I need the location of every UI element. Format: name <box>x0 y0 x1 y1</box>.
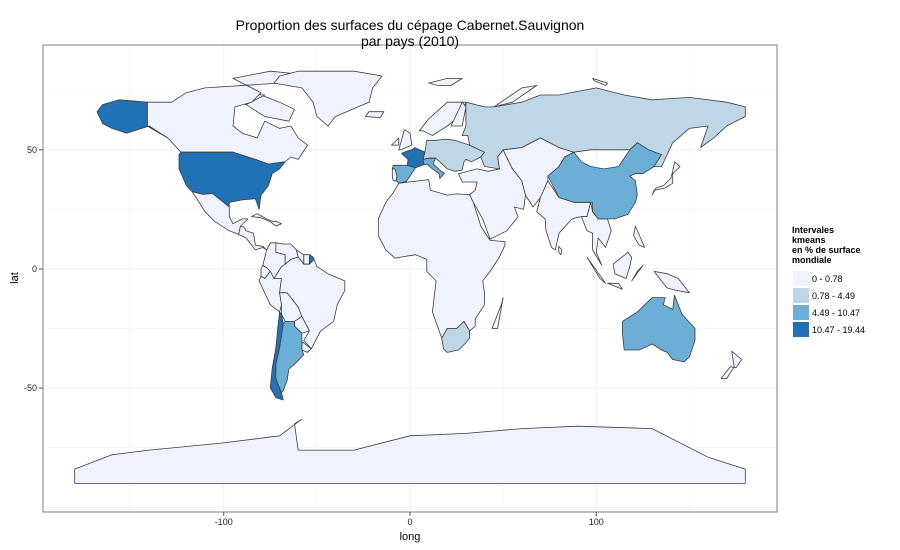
country-italy <box>422 157 445 179</box>
legend-title: Intervales kmeans en % de surface mondia… <box>792 225 897 265</box>
legend-swatch <box>792 270 810 287</box>
legend-label: 10.47 - 19.44 <box>812 324 866 335</box>
country-greenland <box>273 70 383 127</box>
legend-swatch <box>792 321 810 338</box>
country-shape <box>631 265 644 282</box>
legend-title-line-4: mondiale <box>792 255 832 265</box>
country-shape <box>491 297 504 329</box>
legend-title-line-1: Intervales <box>792 225 835 235</box>
y-tick-label: 50 <box>27 145 37 155</box>
legend-item: 0 - 0.78 <box>792 270 897 287</box>
axis-ticks: -100 0 100 50 0 -50 <box>24 145 604 527</box>
country-shape <box>612 251 633 279</box>
country-united-states <box>178 151 286 210</box>
x-tick-label: 0 <box>407 517 412 527</box>
legend-item: 10.47 - 19.44 <box>792 321 897 338</box>
country-russia <box>461 87 746 170</box>
country-africa-rest <box>377 179 506 339</box>
country-new-zealand <box>720 350 742 379</box>
legend-item: 4.49 - 10.47 <box>792 304 897 321</box>
x-axis-title: long <box>400 531 421 543</box>
country-shape <box>607 282 623 290</box>
country-south-africa <box>441 321 470 353</box>
legend-item: 0.78 - 4.49 <box>792 287 897 304</box>
country-caribbean <box>251 213 282 227</box>
chart-title-line-1: Proportion des surfaces du cépage Cabern… <box>235 17 585 33</box>
country-antarctica <box>74 418 746 484</box>
country-shape <box>653 271 690 294</box>
legend-items: 0 - 0.78 0.78 - 4.49 4.49 - 10.47 10.47 … <box>792 270 897 338</box>
y-tick-label: 0 <box>32 264 37 274</box>
chart-title-line-2: par pays (2010) <box>360 33 460 49</box>
country-shape <box>493 85 538 108</box>
country-suriname <box>303 254 310 265</box>
legend-label: 0.78 - 4.49 <box>812 290 856 301</box>
legend-title-line-3: en % de surface <box>792 245 861 255</box>
country-china <box>547 142 662 220</box>
legend-label: 0 - 0.78 <box>812 273 843 284</box>
country-alaska <box>96 99 169 139</box>
country-india <box>536 180 592 251</box>
countries <box>74 70 746 484</box>
legend-title-line-2: kmeans <box>792 235 826 245</box>
legend: Intervales kmeans en % de surface mondia… <box>792 225 897 338</box>
country-shape <box>398 129 413 151</box>
legend-label: 4.49 - 10.47 <box>812 307 861 318</box>
country-shape <box>592 78 608 86</box>
y-axis-title: lat <box>9 272 21 284</box>
legend-swatch <box>792 304 810 321</box>
country-shape <box>633 225 646 248</box>
x-tick-label: -100 <box>215 517 233 527</box>
country-shape <box>428 78 463 86</box>
country-shape <box>558 245 563 256</box>
country-shape <box>586 256 606 284</box>
country-shape <box>391 137 400 146</box>
country-japan <box>651 161 681 196</box>
legend-swatch <box>792 287 810 304</box>
country-shape <box>364 111 385 119</box>
x-tick-label: 100 <box>589 517 604 527</box>
country-argentina <box>275 321 305 394</box>
country-australia <box>622 294 696 363</box>
y-tick-label: -50 <box>24 383 37 393</box>
country-central-america <box>238 225 267 251</box>
